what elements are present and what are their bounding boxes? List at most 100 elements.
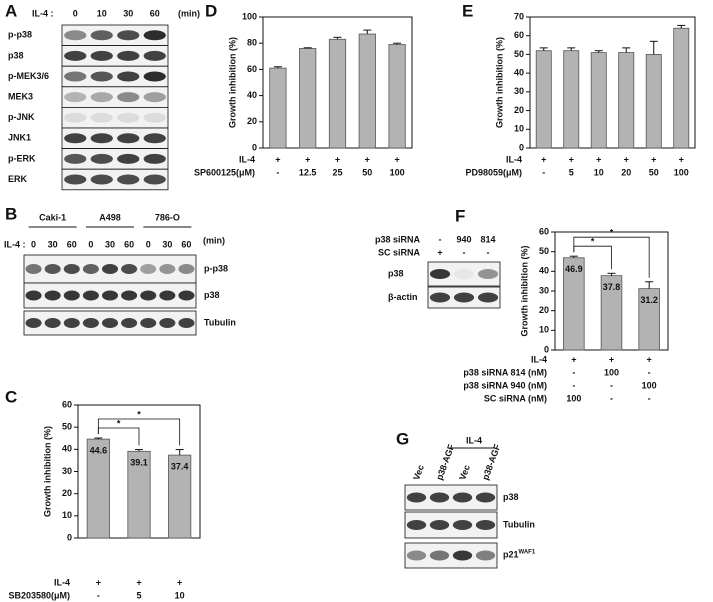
y-tick-label: 20 (62, 488, 72, 498)
band (117, 153, 140, 164)
bar (673, 27, 690, 149)
condition-cell: - (276, 167, 279, 177)
condition-cell: 100 (674, 167, 689, 177)
band (429, 492, 450, 503)
band-label: p38 (8, 50, 24, 60)
y-axis-label: Growth inhibition (%) (519, 246, 529, 337)
y-tick-label: 60 (247, 64, 257, 74)
condition-cell: + (275, 154, 280, 164)
condition-cell: 100 (604, 367, 619, 377)
significance-star: * (117, 418, 121, 428)
band (143, 153, 166, 164)
value-label: 44.6 (90, 446, 108, 456)
bar (388, 44, 406, 149)
band (143, 50, 166, 61)
y-tick-label: 10 (62, 510, 72, 520)
lane-label: 0 (88, 239, 93, 249)
band (140, 290, 157, 301)
band-label: JNK1 (8, 133, 31, 143)
y-tick-label: 40 (514, 68, 524, 78)
band-superscript: WAF1 (519, 549, 536, 555)
condition-cell: 100 (642, 380, 657, 390)
condition-label: SB203580(μM) (8, 590, 70, 600)
condition-label: SP600125(μM) (194, 167, 255, 177)
band (101, 264, 119, 274)
band (140, 318, 157, 328)
condition-cell: - (648, 393, 651, 403)
y-tick-label: 0 (544, 344, 549, 354)
band (117, 174, 140, 185)
treatment-label: IL-4 : (4, 239, 26, 249)
condition-cell: 814 (480, 234, 495, 244)
significance-bracket (97, 418, 181, 446)
band (178, 290, 195, 301)
y-tick-label: 0 (67, 532, 72, 542)
band-label: MEK3 (8, 91, 33, 101)
group-label: 786-O (155, 212, 180, 222)
lane-label: 60 (67, 239, 77, 249)
band (90, 133, 113, 144)
band-label: p38 (388, 268, 404, 278)
condition-cell: 10 (594, 167, 604, 177)
bar (645, 54, 662, 149)
band (64, 50, 87, 61)
bar (299, 48, 317, 149)
panel-letter: A (5, 1, 17, 20)
band (121, 264, 138, 274)
band-label: p-ERK (8, 153, 36, 163)
condition-cell: + (96, 577, 101, 587)
band (44, 318, 61, 328)
band (178, 318, 195, 328)
y-axis-label: Growth inhibition (%) (42, 426, 52, 517)
condition-cell: + (437, 247, 442, 257)
bar (358, 33, 376, 149)
band (63, 290, 80, 301)
band (429, 269, 451, 279)
value-label: 37.8 (603, 282, 621, 292)
condition-cell: + (571, 354, 576, 364)
condition-cell: + (624, 154, 629, 164)
condition-label: p38 siRNA 814 (nM) (463, 367, 547, 377)
band (452, 550, 473, 561)
y-tick-label: 30 (539, 285, 549, 295)
band (90, 92, 113, 103)
band (117, 133, 140, 144)
panel-letter: G (396, 429, 409, 448)
band-label: p-MEK3/6 (8, 71, 49, 81)
band (406, 550, 427, 561)
y-tick-label: 40 (247, 90, 257, 100)
band (101, 318, 119, 328)
band (117, 50, 140, 61)
band (90, 30, 113, 41)
band-label: ERK (8, 174, 28, 184)
condition-cell: + (136, 577, 141, 587)
band (121, 290, 138, 301)
lane-label: 60 (150, 8, 160, 18)
band (64, 92, 87, 103)
band (475, 520, 496, 530)
band (117, 30, 140, 41)
condition-label: IL-4 (531, 354, 547, 364)
lane-label: 60 (124, 239, 134, 249)
condition-cell: - (572, 367, 575, 377)
band (140, 264, 157, 274)
band (90, 71, 113, 82)
lane-label: 0 (31, 239, 36, 249)
condition-label: IL-4 (54, 577, 70, 587)
y-tick-label: 20 (514, 105, 524, 115)
condition-cell: + (394, 154, 399, 164)
blot-strip (61, 168, 169, 191)
condition-cell: 5 (136, 590, 141, 600)
condition-label: IL-4 (506, 154, 522, 164)
bar (535, 50, 552, 149)
band (452, 492, 473, 503)
condition-cell: 940 (456, 234, 471, 244)
band (159, 290, 176, 301)
bar (590, 52, 607, 149)
band-label: p-p38 (8, 30, 32, 40)
condition-cell: 25 (332, 167, 342, 177)
band (90, 153, 113, 164)
condition-cell: + (679, 154, 684, 164)
band (159, 264, 176, 274)
